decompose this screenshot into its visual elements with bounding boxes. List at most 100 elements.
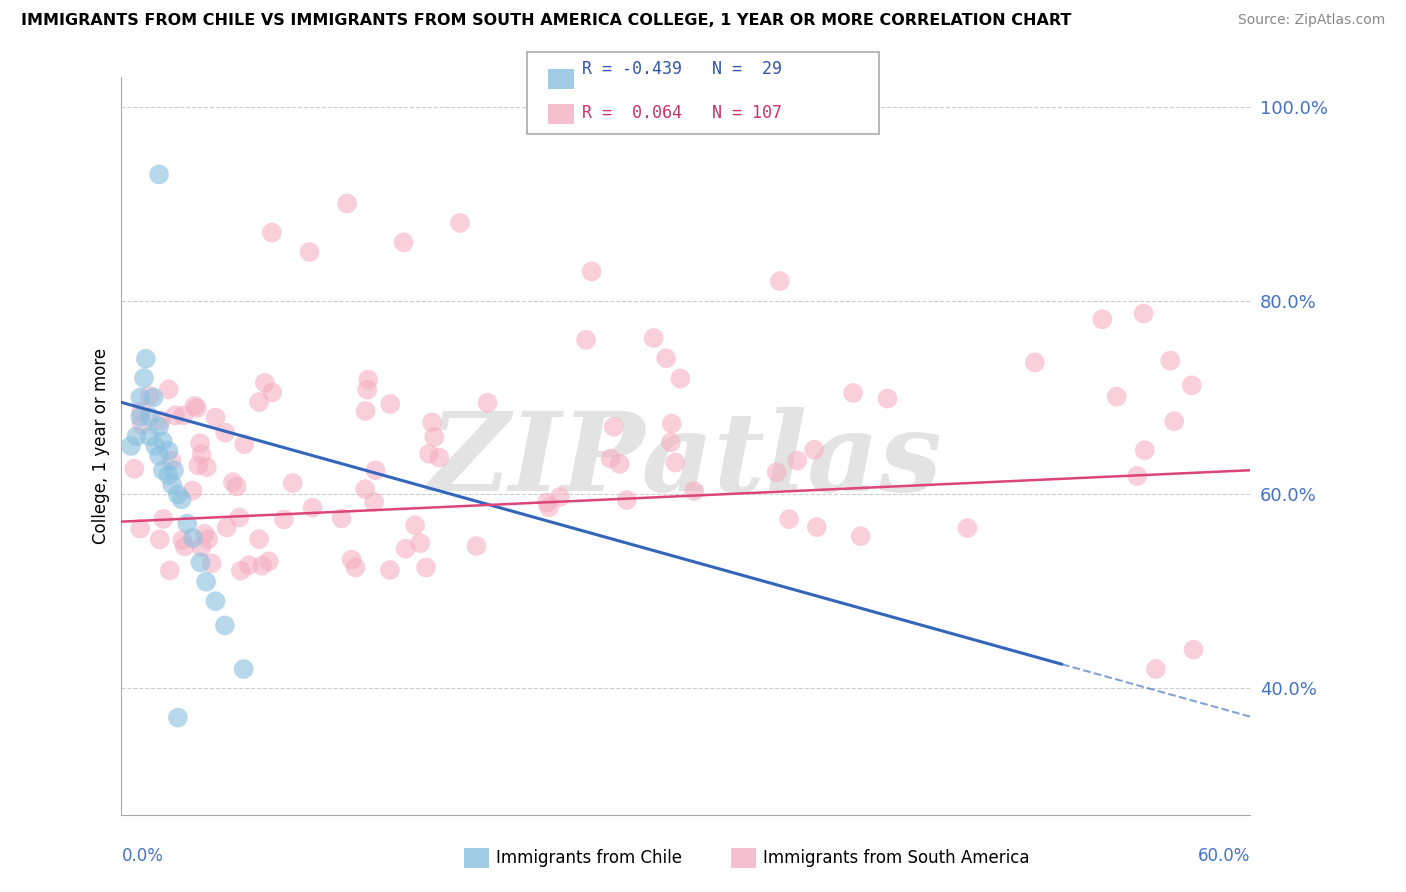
Point xyxy=(131,417,153,432)
Point xyxy=(357,373,380,387)
Point xyxy=(1091,312,1114,326)
Point xyxy=(1126,469,1149,483)
Point xyxy=(415,560,437,574)
Point xyxy=(129,522,152,536)
Point xyxy=(281,476,304,491)
Point xyxy=(120,439,142,453)
Point xyxy=(806,520,828,534)
Point xyxy=(849,529,872,543)
Point xyxy=(477,396,499,410)
Y-axis label: College, 1 year or more: College, 1 year or more xyxy=(93,348,110,544)
Point xyxy=(536,495,558,509)
Point xyxy=(392,235,415,250)
Point xyxy=(214,618,236,632)
Point xyxy=(262,385,284,400)
Point xyxy=(204,410,226,425)
Point xyxy=(876,392,898,406)
Point xyxy=(1105,390,1128,404)
Point xyxy=(160,453,183,467)
Point xyxy=(1163,414,1185,428)
Point xyxy=(380,397,402,411)
Point xyxy=(344,560,367,574)
Point xyxy=(176,516,198,531)
Point xyxy=(195,460,218,475)
Point xyxy=(159,564,181,578)
Point xyxy=(354,482,377,496)
Point xyxy=(575,333,598,347)
Text: Source: ZipAtlas.com: Source: ZipAtlas.com xyxy=(1237,13,1385,28)
Point xyxy=(148,419,170,434)
Point xyxy=(1024,355,1046,369)
Point xyxy=(1182,642,1205,657)
Point xyxy=(129,391,152,405)
Point xyxy=(132,371,155,385)
Point xyxy=(301,500,323,515)
Point xyxy=(956,521,979,535)
Point xyxy=(363,495,385,509)
Point xyxy=(129,409,152,424)
Point xyxy=(157,383,180,397)
Point xyxy=(427,450,450,465)
Point xyxy=(423,430,446,444)
Point xyxy=(659,435,682,450)
Point xyxy=(181,483,204,498)
Point xyxy=(170,492,193,507)
Point xyxy=(142,391,165,405)
Point xyxy=(418,447,440,461)
Point xyxy=(138,409,160,424)
Point xyxy=(187,458,209,473)
Point xyxy=(173,540,195,554)
Point xyxy=(257,554,280,568)
Point xyxy=(152,512,174,526)
Point xyxy=(197,533,219,547)
Point xyxy=(404,518,426,533)
Point xyxy=(149,533,172,547)
Point xyxy=(152,463,174,477)
Point xyxy=(143,439,166,453)
Point xyxy=(186,401,208,416)
Point xyxy=(190,540,212,554)
Point xyxy=(195,574,218,589)
Point xyxy=(228,510,250,524)
Point xyxy=(149,413,172,427)
Point xyxy=(138,389,160,403)
Text: Immigrants from Chile: Immigrants from Chile xyxy=(496,849,682,867)
Point xyxy=(1133,443,1156,458)
Point xyxy=(229,564,252,578)
Text: ZIPatlas: ZIPatlas xyxy=(429,407,942,515)
Point xyxy=(354,404,377,418)
Point xyxy=(356,383,378,397)
Text: Immigrants from South America: Immigrants from South America xyxy=(763,849,1031,867)
Point xyxy=(340,553,363,567)
Point xyxy=(465,539,488,553)
Point xyxy=(273,512,295,526)
Point xyxy=(232,662,254,676)
Point xyxy=(167,710,190,724)
Point xyxy=(225,479,247,493)
Point xyxy=(449,216,471,230)
Point xyxy=(148,449,170,463)
Text: R =  0.064   N = 107: R = 0.064 N = 107 xyxy=(582,104,782,122)
Point xyxy=(336,196,359,211)
Point xyxy=(420,416,443,430)
Point xyxy=(190,555,212,569)
Point xyxy=(609,457,631,471)
Point xyxy=(1144,662,1167,676)
Point xyxy=(152,434,174,449)
Point xyxy=(683,484,706,499)
Point xyxy=(172,533,194,548)
Point xyxy=(786,453,808,467)
Point xyxy=(1159,353,1181,368)
Point xyxy=(138,429,160,443)
Point xyxy=(233,437,256,451)
Point xyxy=(204,594,226,608)
Point xyxy=(148,168,170,182)
Point xyxy=(395,541,418,556)
Text: IMMIGRANTS FROM CHILE VS IMMIGRANTS FROM SOUTH AMERICA COLLEGE, 1 YEAR OR MORE C: IMMIGRANTS FROM CHILE VS IMMIGRANTS FROM… xyxy=(21,13,1071,29)
Point xyxy=(538,500,561,515)
Point xyxy=(669,371,692,385)
Text: R = -0.439   N =  29: R = -0.439 N = 29 xyxy=(582,61,782,78)
Point xyxy=(253,376,276,390)
Point xyxy=(124,462,146,476)
Point xyxy=(190,447,212,461)
